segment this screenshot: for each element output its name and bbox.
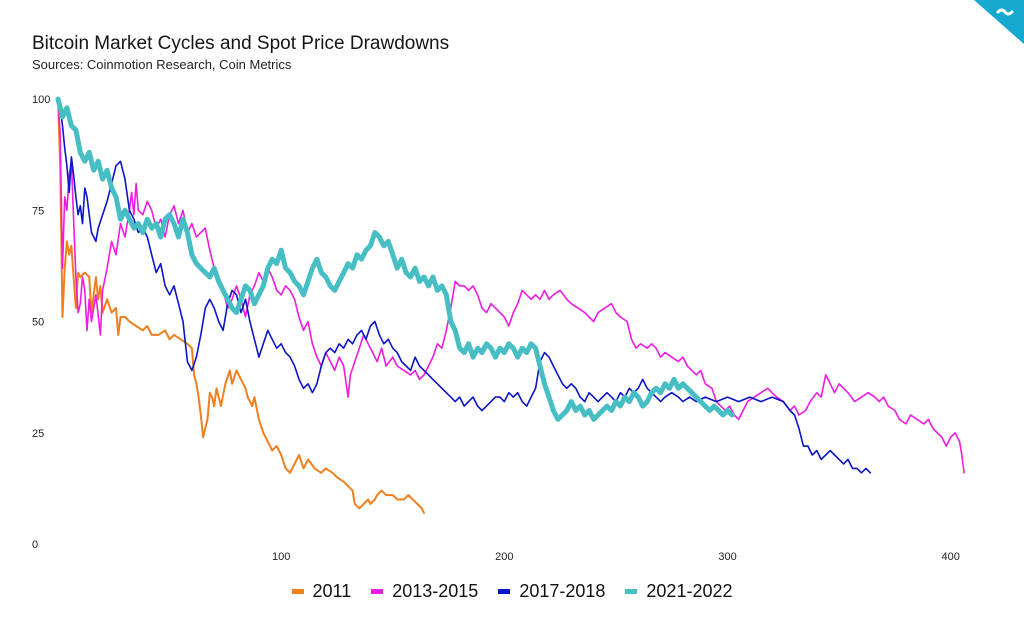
series-line-2013-2015	[57, 98, 965, 474]
legend-swatch	[498, 589, 511, 594]
y-tick-label: 100	[32, 94, 50, 106]
series-line-2011	[57, 98, 425, 514]
y-tick-label: 75	[32, 205, 44, 217]
legend-swatch	[371, 589, 384, 594]
chart-subtitle: Sources: Coinmotion Research, Coin Metri…	[32, 57, 292, 72]
series-line-2021-2022	[55, 96, 735, 422]
x-tick-label: 200	[495, 551, 513, 563]
legend-label: 2011	[312, 581, 352, 601]
legend: 2011 2013-2015 2017-2018 2021-2022	[0, 581, 1024, 602]
tilde-glyph	[996, 8, 1014, 16]
y-axis-ticks: 0 25 50 75 100	[32, 94, 50, 551]
series-lines	[55, 96, 965, 514]
chart-title: Bitcoin Market Cycles and Spot Price Dra…	[32, 33, 450, 54]
series-line-2017-2018	[57, 98, 872, 474]
x-axis-ticks: 100 200 300 400	[272, 551, 960, 563]
legend-item: 2011	[291, 581, 352, 602]
legend-label: 2017-2018	[519, 581, 606, 601]
y-tick-label: 50	[32, 317, 44, 329]
y-tick-label: 0	[32, 539, 38, 551]
legend-label: 2013-2015	[392, 581, 479, 601]
x-tick-label: 100	[272, 551, 290, 563]
tilde-logo-icon	[974, 0, 1024, 44]
legend-label: 2021-2022	[646, 581, 733, 601]
legend-item: 2017-2018	[498, 581, 605, 602]
x-tick-label: 400	[942, 551, 960, 563]
x-tick-label: 300	[718, 551, 736, 563]
legend-swatch	[291, 589, 304, 594]
legend-item: 2021-2022	[625, 581, 733, 602]
legend-swatch	[625, 589, 638, 594]
legend-item: 2013-2015	[371, 581, 478, 602]
y-tick-label: 25	[32, 428, 44, 440]
